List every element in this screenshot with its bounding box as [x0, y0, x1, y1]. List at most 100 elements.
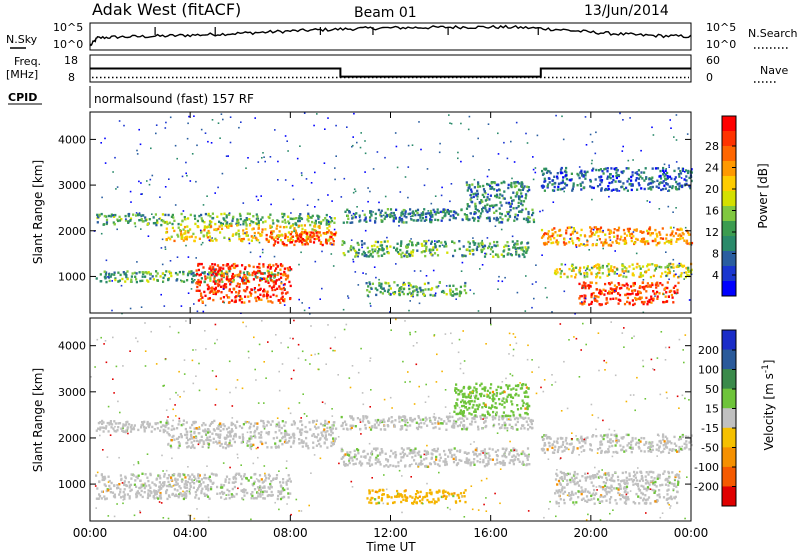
power-echo-cell: [291, 235, 295, 238]
velocity-echo-cell: [503, 415, 506, 418]
velocity-echo-cell: [129, 489, 132, 493]
velocity-echo-cell: [184, 476, 187, 479]
power-echo-cell: [618, 283, 621, 286]
velocity-echo-cell: [199, 483, 203, 486]
velocity-echo-cell: [458, 424, 461, 427]
velocity-echo-cell: [102, 430, 105, 433]
power-echo-cell: [305, 241, 308, 245]
velocity-echo-cell: [233, 481, 236, 484]
power-echo-cell: [173, 219, 176, 222]
power-echo-cell: [652, 299, 655, 302]
power-echo-cell: [620, 286, 623, 290]
power-echo-cell: [246, 273, 249, 276]
power-echo-cell: [493, 181, 497, 185]
power-scatter-point: [457, 151, 459, 154]
power-echo-cell: [589, 230, 592, 233]
power-echo-cell: [402, 287, 406, 291]
power-scatter-point: [589, 133, 592, 136]
power-scatter-point: [412, 295, 414, 298]
velocity-echo-cell: [405, 418, 408, 422]
velocity-echo-cell: [374, 447, 377, 450]
power-echo-cell: [491, 250, 494, 253]
power-echo-cell: [629, 293, 632, 296]
velocity-echo-cell: [505, 455, 508, 459]
power-echo-cell: [590, 234, 593, 238]
velocity-echo-cell: [317, 426, 320, 429]
power-echo-cell: [367, 285, 370, 288]
velocity-echo-cell: [398, 415, 401, 418]
velocity-echo-cell: [255, 496, 258, 500]
velocity-echo-cell: [120, 427, 123, 430]
power-echo-cell: [246, 279, 250, 283]
velocity-echo-cell: [228, 497, 231, 500]
power-echo-cell: [677, 173, 681, 176]
power-scatter-point: [334, 167, 336, 169]
power-echo-cell: [478, 245, 481, 248]
power-echo-cell: [651, 176, 654, 179]
power-scatter-point: [372, 168, 375, 170]
power-echo-cell: [663, 175, 666, 178]
power-echo-cell: [370, 287, 373, 290]
power-echo-cell: [129, 280, 133, 283]
power-echo-cell: [396, 247, 399, 250]
velocity-echo-cell: [152, 495, 155, 498]
velocity-echo-cell: [299, 428, 302, 431]
power-echo-cell: [496, 240, 499, 244]
power-echo-cell: [272, 244, 275, 247]
power-echo-cell: [270, 231, 273, 234]
velocity-echo-cell: [305, 444, 308, 448]
power-scatter-point: [185, 244, 187, 247]
power-scatter-point: [652, 134, 655, 136]
power-echo-cell: [365, 254, 368, 257]
power-echo-cell: [262, 277, 265, 280]
power-echo-cell: [274, 280, 277, 283]
velocity-echo-cell: [238, 473, 241, 476]
velocity-echo-cell: [96, 487, 99, 490]
power-echo-cell: [270, 275, 273, 278]
power-echo-cell: [225, 216, 228, 219]
power-echo-cell: [678, 182, 681, 185]
power-echo-cell: [241, 264, 244, 267]
velocity-echo-cell: [437, 463, 440, 466]
power-echo-cell: [586, 240, 589, 243]
freq-unit: [MHz]: [6, 68, 38, 81]
power-scatter-point: [187, 256, 190, 258]
power-echo-cell: [666, 176, 670, 179]
power-echo-cell: [457, 213, 460, 216]
velocity-echo-cell: [204, 485, 207, 488]
power-echo-cell: [683, 239, 686, 242]
power-scatter-point: [161, 238, 164, 241]
power-echo-cell: [368, 282, 372, 286]
velocity-echo-cell: [219, 492, 222, 495]
power-echo-cell: [463, 213, 466, 216]
power-echo-cell: [607, 185, 610, 188]
power-echo-cell: [477, 216, 480, 219]
power-echo-cell: [182, 228, 185, 231]
power-echo-cell: [446, 211, 449, 214]
velocity-echo-band-3: [340, 447, 531, 468]
power-echo-cell: [672, 263, 675, 266]
power-echo-cell: [450, 210, 453, 213]
power-scatter-point: [193, 303, 195, 305]
velocity-echo-cell: [187, 445, 190, 448]
velocity-echo-cell: [249, 443, 252, 447]
power-scatter-point: [487, 216, 489, 219]
power-echo-cell: [275, 267, 278, 270]
velocity-echo-cell: [352, 424, 355, 428]
power-echo-cell: [209, 215, 212, 218]
power-scatter-point: [362, 272, 364, 274]
power-echo-cell: [596, 275, 599, 278]
velocity-echo-cell: [282, 481, 285, 484]
velocity-echo-cell: [113, 496, 117, 499]
power-echo-cell: [396, 251, 400, 254]
velocity-echo-cell: [129, 425, 132, 429]
power-scatter-point: [497, 280, 500, 282]
power-echo-cell: [273, 284, 276, 287]
velocity-echo-cell: [146, 420, 149, 424]
power-echo-cell: [432, 248, 435, 252]
power-echo-cell: [423, 240, 426, 243]
power-echo-cell: [232, 215, 235, 219]
velocity-echo-cell: [258, 488, 261, 491]
power-echo-cell: [602, 172, 605, 175]
power-echo-cell: [265, 294, 269, 297]
